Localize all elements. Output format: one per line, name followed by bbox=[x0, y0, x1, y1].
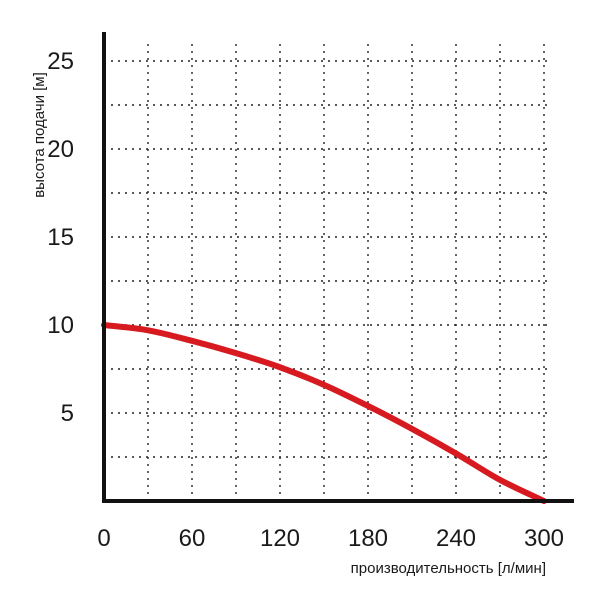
x-tick-label: 0 bbox=[97, 525, 110, 552]
x-tick-label: 60 bbox=[179, 525, 206, 552]
x-tick-label: 180 bbox=[348, 525, 388, 552]
axes bbox=[102, 32, 574, 503]
grid bbox=[104, 40, 552, 501]
x-tick-label: 240 bbox=[436, 525, 476, 552]
x-tick-label: 120 bbox=[260, 525, 300, 552]
series-layer bbox=[101, 322, 547, 504]
y-tick-label: 15 bbox=[47, 224, 74, 251]
x-axis-title: производительность [л/мин] bbox=[351, 560, 546, 577]
tick-labels: 0 60 120 180 240 300 5 10 15 20 25 bbox=[47, 48, 564, 552]
y-tick-label: 25 bbox=[47, 48, 74, 75]
series-line-0 bbox=[101, 322, 547, 504]
y-axis-title: высота подачи [м] bbox=[31, 72, 48, 198]
y-tick-label: 20 bbox=[47, 136, 74, 163]
x-tick-label: 300 bbox=[524, 525, 564, 552]
y-tick-label: 10 bbox=[47, 312, 74, 339]
y-tick-label: 5 bbox=[61, 400, 74, 427]
